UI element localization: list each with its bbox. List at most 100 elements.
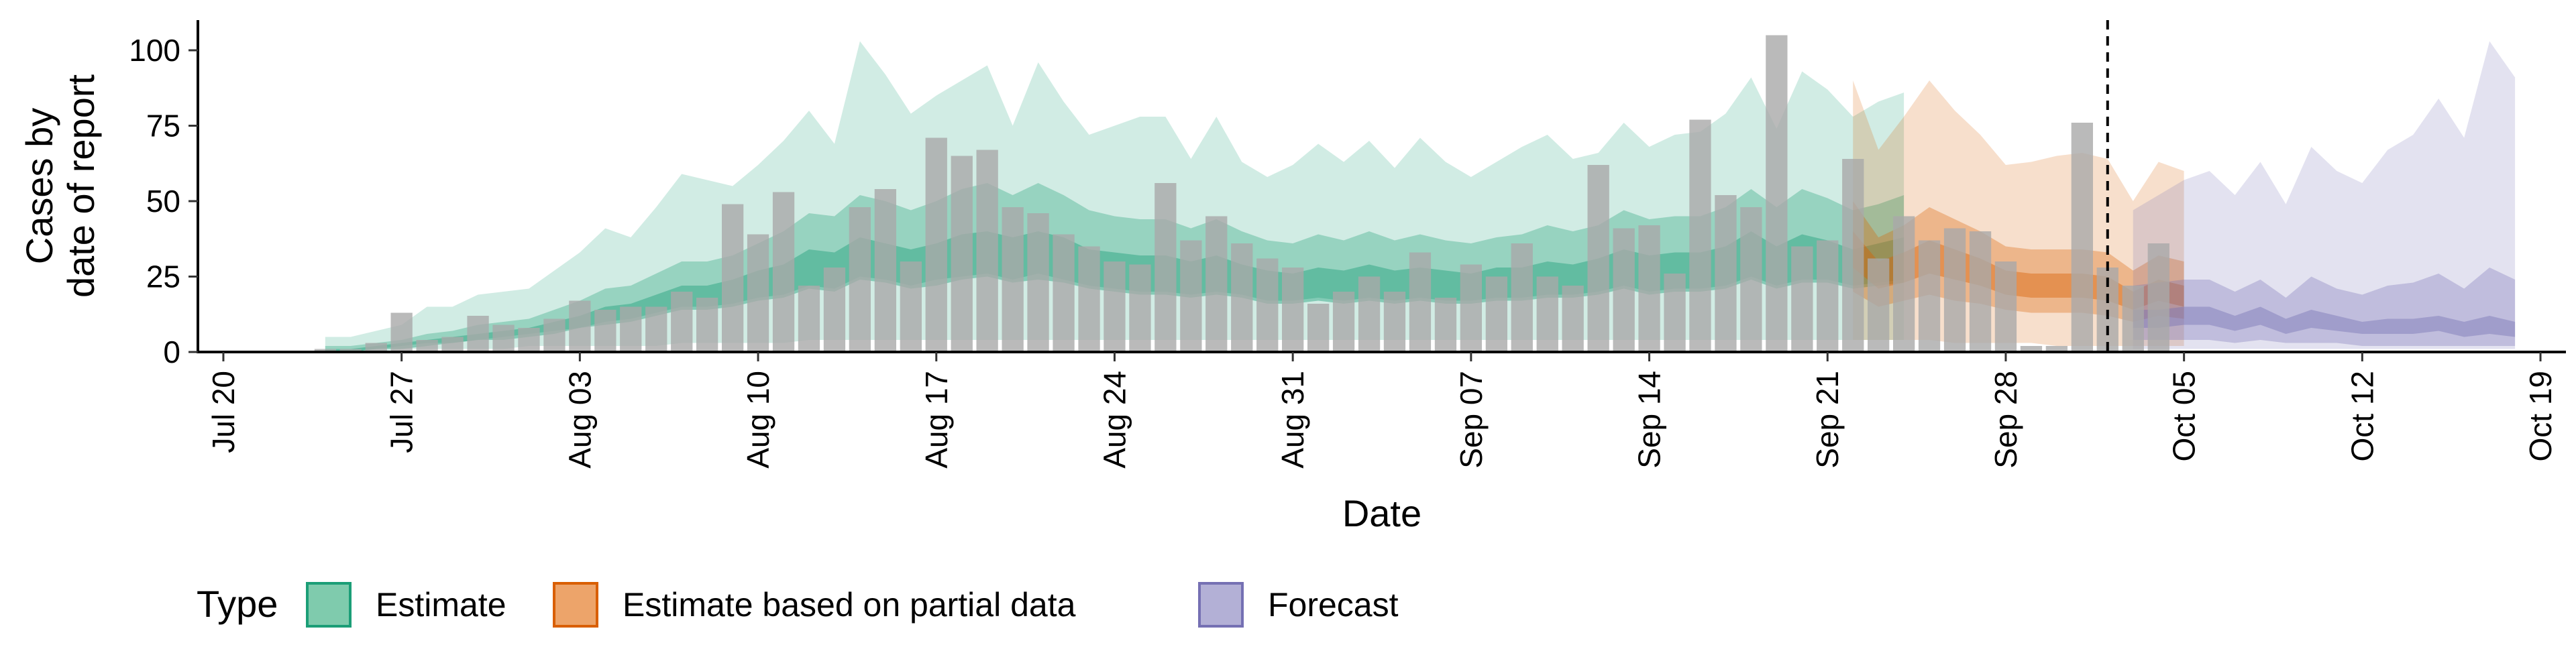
x-tick-label: Aug 17 <box>919 371 954 469</box>
bar-reported-cases <box>390 312 413 352</box>
bar-reported-cases <box>518 328 540 352</box>
bar-reported-cases <box>1664 274 1686 352</box>
bar-reported-cases <box>1689 119 1711 352</box>
bar-reported-cases <box>2020 346 2043 352</box>
bar-reported-cases <box>1180 240 1202 352</box>
bar-reported-cases <box>798 286 820 352</box>
x-tick-label: Aug 10 <box>741 371 775 469</box>
legend-swatch-estimate-based-on-partial-data <box>553 582 598 628</box>
bar-reported-cases <box>1155 183 1177 352</box>
bar-reported-cases <box>1918 240 1941 352</box>
bar-reported-cases <box>1460 264 1482 352</box>
bar-reported-cases <box>747 234 769 352</box>
bar-reported-cases <box>1842 159 1864 352</box>
bar-reported-cases <box>1740 207 1762 352</box>
y-axis-title-line: date of report <box>60 74 102 298</box>
bar-reported-cases <box>1002 207 1024 352</box>
y-tick-label: 100 <box>129 33 180 68</box>
legend-layer: Type Estimate Estimate based on partial da… <box>197 582 1399 628</box>
x-tick-label: Jul 20 <box>206 371 241 453</box>
bar-reported-cases <box>849 207 871 352</box>
band-forecast-20 <box>2133 306 2516 337</box>
x-tick-label: Sep 21 <box>1810 371 1845 469</box>
bar-reported-cases <box>2122 286 2144 352</box>
bar-reported-cases <box>1104 261 1126 352</box>
bar-reported-cases <box>416 340 438 352</box>
bar-reported-cases <box>951 156 973 352</box>
legend-swatch-estimate <box>306 582 352 628</box>
bar-reported-cases <box>1383 292 1406 352</box>
bar-reported-cases <box>1638 225 1660 352</box>
bar-reported-cases <box>569 300 591 352</box>
x-axis-title: Date <box>1342 492 1421 534</box>
band-estimate-90 <box>325 41 1904 352</box>
bar-reported-cases <box>976 150 998 352</box>
bar-reported-cases <box>1511 243 1533 352</box>
bar-reported-cases <box>1205 216 1228 352</box>
bar-reported-cases <box>365 343 387 352</box>
y-axis-title-line: Cases by <box>18 108 60 264</box>
bar-reported-cases <box>1332 292 1355 352</box>
legend-swatch-forecast <box>1198 582 1244 628</box>
bar-reported-cases <box>441 337 464 352</box>
bar-reported-cases <box>1485 276 1507 352</box>
y-tick-label: 0 <box>163 335 180 369</box>
bar-reported-cases <box>645 306 667 352</box>
x-tick-label: Aug 31 <box>1275 371 1310 469</box>
x-tick-label: Aug 24 <box>1097 371 1132 469</box>
legend-label-estimate-based-on-partial-data: Estimate based on partial data <box>623 586 1076 624</box>
bar-reported-cases <box>2045 346 2068 352</box>
bar-reported-cases <box>1715 195 1737 352</box>
bar-reported-cases <box>543 318 566 352</box>
bar-reported-cases <box>1307 304 1330 352</box>
bar-reported-cases <box>1562 286 1584 352</box>
bar-reported-cases <box>1893 216 1915 352</box>
band-forecast-90 <box>2133 41 2516 349</box>
bar-reported-cases <box>2071 123 2093 352</box>
x-tick-label: Sep 14 <box>1632 371 1667 469</box>
y-tick-label: 50 <box>146 184 180 219</box>
axes-layer: 0 25 50 75 100 Jul 20 Jul 27 Aug 03 Aug 10 Aug 17… <box>18 20 2566 534</box>
x-tick-label: Sep 28 <box>1988 371 2023 469</box>
bar-reported-cases <box>339 349 362 352</box>
bar-reported-cases <box>2147 243 2169 352</box>
bar-reported-cases <box>1078 246 1100 352</box>
bar-reported-cases <box>492 325 515 352</box>
bars-layer <box>314 35 2169 352</box>
bar-reported-cases <box>1053 234 1075 352</box>
bar-reported-cases <box>620 306 642 352</box>
x-tick-label: Oct 05 <box>2167 371 2202 462</box>
legend-label-forecast: Forecast <box>1268 586 1399 624</box>
x-tick-label: Oct 12 <box>2345 371 2379 462</box>
bar-reported-cases <box>823 268 846 352</box>
bar-reported-cases <box>467 316 489 352</box>
band-forecast-50 <box>2133 268 2516 346</box>
bar-reported-cases <box>1587 165 1609 352</box>
bar-reported-cases <box>925 137 947 352</box>
bar-reported-cases <box>1536 276 1558 352</box>
bar-reported-cases <box>1231 243 1253 352</box>
bar-reported-cases <box>671 292 693 352</box>
bar-reported-cases <box>874 189 896 352</box>
bar-reported-cases <box>1282 268 1304 352</box>
legend-title: Type <box>197 583 278 625</box>
x-tick-label: Aug 03 <box>562 371 597 469</box>
bar-reported-cases <box>1791 246 1813 352</box>
bar-reported-cases <box>1129 264 1151 352</box>
bar-reported-cases <box>314 349 336 352</box>
x-tick-label: Oct 19 <box>2523 371 2558 462</box>
bar-reported-cases <box>1613 228 1635 352</box>
x-tick-label: Sep 07 <box>1454 371 1489 469</box>
bar-reported-cases <box>1027 213 1049 352</box>
x-tick-label: Jul 27 <box>384 371 419 453</box>
bar-reported-cases <box>1434 298 1457 352</box>
y-axis-title: Cases bydate of report <box>18 74 102 298</box>
bar-reported-cases <box>1868 258 1890 352</box>
bar-reported-cases <box>1358 276 1381 352</box>
bar-reported-cases <box>696 298 718 352</box>
bar-reported-cases <box>1943 228 1966 352</box>
bar-reported-cases <box>722 204 744 352</box>
bar-reported-cases <box>1969 231 1992 352</box>
